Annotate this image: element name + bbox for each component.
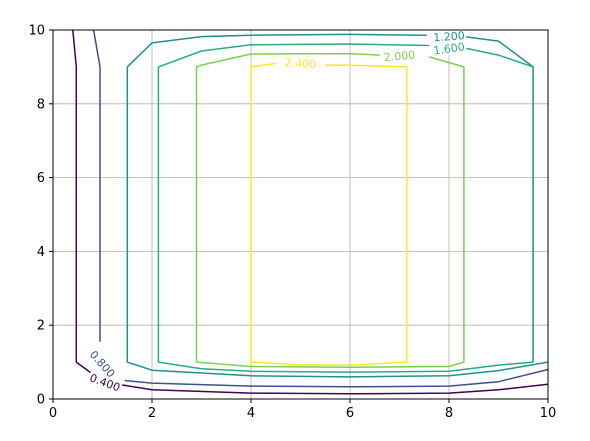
contour-line-0-800-0 bbox=[92, 29, 101, 342]
x-tick-label: 6 bbox=[346, 406, 354, 421]
contour-line-2-400-1 bbox=[250, 62, 276, 68]
axes-frame bbox=[52, 29, 549, 400]
contour-label-group-5: 2.400 bbox=[283, 55, 318, 71]
contour-line-1-200-0 bbox=[126, 33, 549, 378]
x-tick-label: 8 bbox=[445, 406, 453, 421]
x-tick-label: 4 bbox=[247, 406, 255, 421]
contour-label-bg bbox=[283, 55, 318, 71]
contour-lines bbox=[72, 29, 549, 395]
contour-line-0-800-1 bbox=[124, 368, 549, 388]
contour-label-group-4: 2.000 bbox=[381, 47, 417, 64]
contour-label-bg bbox=[381, 47, 417, 64]
y-tick-label: 6 bbox=[37, 171, 45, 186]
contour-line-0-400-0 bbox=[72, 29, 549, 395]
contour-line-2-400-0 bbox=[250, 64, 408, 366]
contour-label-bg bbox=[431, 28, 467, 44]
y-tick-label: 8 bbox=[37, 97, 45, 112]
contour-line-2-000-0 bbox=[195, 52, 465, 369]
contour-line-1-200-1 bbox=[463, 35, 534, 363]
contour-label-4: 2.000 bbox=[383, 48, 416, 64]
x-tick-label: 2 bbox=[148, 406, 156, 421]
y-tick-label: 4 bbox=[37, 245, 45, 260]
y-tick-label: 0 bbox=[37, 393, 45, 408]
contour-label-bg bbox=[86, 346, 120, 381]
contour-label-group-3: 1.600 bbox=[431, 39, 467, 58]
x-tick-label: 0 bbox=[49, 406, 57, 421]
contour-label-bg bbox=[431, 39, 467, 57]
y-tick-label: 10 bbox=[28, 24, 45, 39]
contour-label-3: 1.600 bbox=[433, 40, 466, 57]
contour-line-1-600-1 bbox=[466, 47, 534, 68]
axis-ticks: 0 2 4 6 8 10 0 2 4 6 8 10 bbox=[28, 24, 556, 422]
contour-label-bg bbox=[86, 370, 124, 394]
x-tick-label: 10 bbox=[540, 406, 557, 421]
y-tick-label: 2 bbox=[37, 319, 45, 334]
contour-line-1-600-0 bbox=[157, 43, 534, 373]
contour-label-5: 2.400 bbox=[284, 56, 316, 71]
